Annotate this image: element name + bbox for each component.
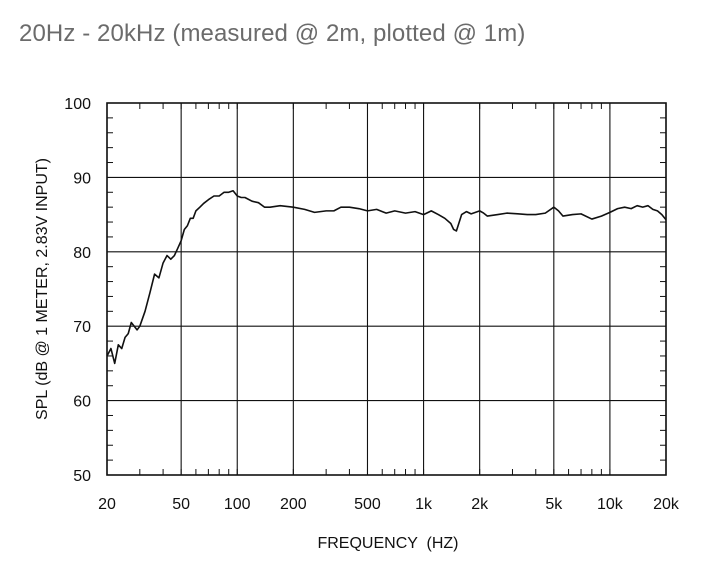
plot-frame xyxy=(106,102,667,476)
x-tick-label: 200 xyxy=(280,496,307,513)
y-tick-label: 60 xyxy=(73,394,91,411)
y-axis-title: SPL (dB @ 1 METER, 2.83V INPUT) xyxy=(34,158,51,420)
y-tick-labels: 50 60 70 80 90 100 xyxy=(64,96,91,485)
x-tick-label: 5k xyxy=(545,496,563,513)
x-tick-label: 20k xyxy=(653,496,680,513)
x-tick-label: 10k xyxy=(597,496,624,513)
y-tick-label: 50 xyxy=(73,468,91,485)
x-tick-label: 1k xyxy=(415,496,433,513)
x-tick-label: 20 xyxy=(98,496,116,513)
major-grid xyxy=(106,102,667,476)
x-tick-label: 50 xyxy=(172,496,190,513)
y-tick-label: 90 xyxy=(73,170,91,187)
chart-caption: 20Hz - 20kHz (measured @ 2m, plotted @ 1… xyxy=(19,20,526,47)
x-tick-label: 100 xyxy=(224,496,251,513)
x-tick-labels: 20 50 100 200 500 1k 2k 5k 10k 20k xyxy=(98,496,680,513)
x-tick-label: 500 xyxy=(354,496,381,513)
x-axis-title: FREQUENCY (HZ) xyxy=(317,535,458,552)
y-tick-label: 80 xyxy=(73,245,91,262)
y-tick-label: 70 xyxy=(73,319,91,336)
minor-tick-marks xyxy=(107,103,666,475)
x-tick-label: 2k xyxy=(471,496,489,513)
y-tick-label: 100 xyxy=(64,96,91,113)
response-curve xyxy=(106,189,667,365)
